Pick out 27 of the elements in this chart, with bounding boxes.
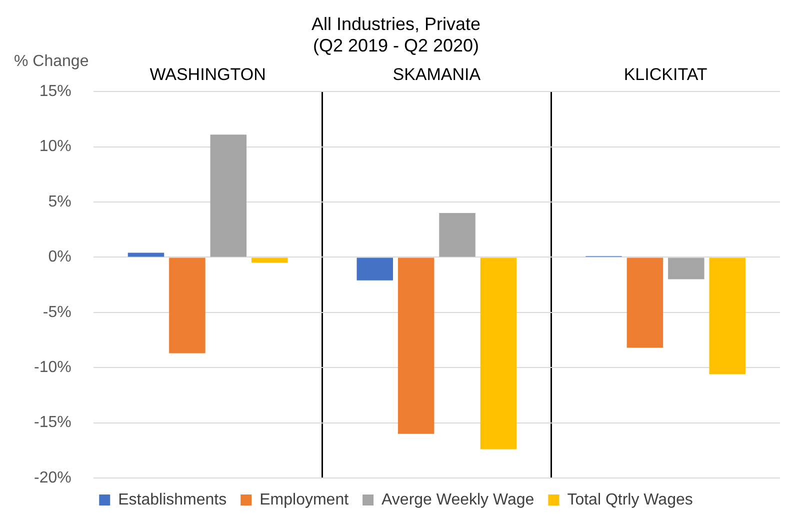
bar bbox=[210, 134, 247, 257]
y-tick-label: -15% bbox=[34, 414, 72, 432]
legend-label: Establishments bbox=[118, 491, 227, 508]
x-tick-label: WASHINGTON bbox=[150, 65, 266, 84]
bar bbox=[626, 258, 664, 348]
x-tick-label: KLICKITAT bbox=[624, 65, 708, 84]
bar bbox=[398, 258, 434, 434]
bar bbox=[668, 258, 704, 280]
y-tick-label: 15% bbox=[39, 83, 72, 100]
bar bbox=[709, 258, 746, 374]
legend-label: Averge Weekly Wage bbox=[382, 491, 534, 508]
y-tick-label: -5% bbox=[42, 304, 72, 321]
x-tick-label: SKAMANIA bbox=[392, 65, 482, 84]
chart-title: All Industries, Private (Q2 2019 - Q2 2020) bbox=[311, 14, 481, 56]
bar bbox=[439, 213, 476, 257]
y-tick-label: -10% bbox=[34, 359, 72, 376]
y-tick-label: -20% bbox=[34, 469, 72, 486]
y-axis-title: % Change bbox=[14, 53, 89, 70]
bar bbox=[356, 258, 394, 280]
bar bbox=[480, 258, 517, 450]
y-tick-label: 5% bbox=[48, 193, 72, 210]
bar bbox=[169, 258, 206, 354]
legend-label: Total Qtrly Wages bbox=[567, 491, 693, 508]
bar bbox=[251, 258, 288, 263]
legend-label: Employment bbox=[260, 491, 350, 508]
y-tick-label: 10% bbox=[39, 138, 72, 156]
y-tick-label: 0% bbox=[48, 248, 72, 266]
